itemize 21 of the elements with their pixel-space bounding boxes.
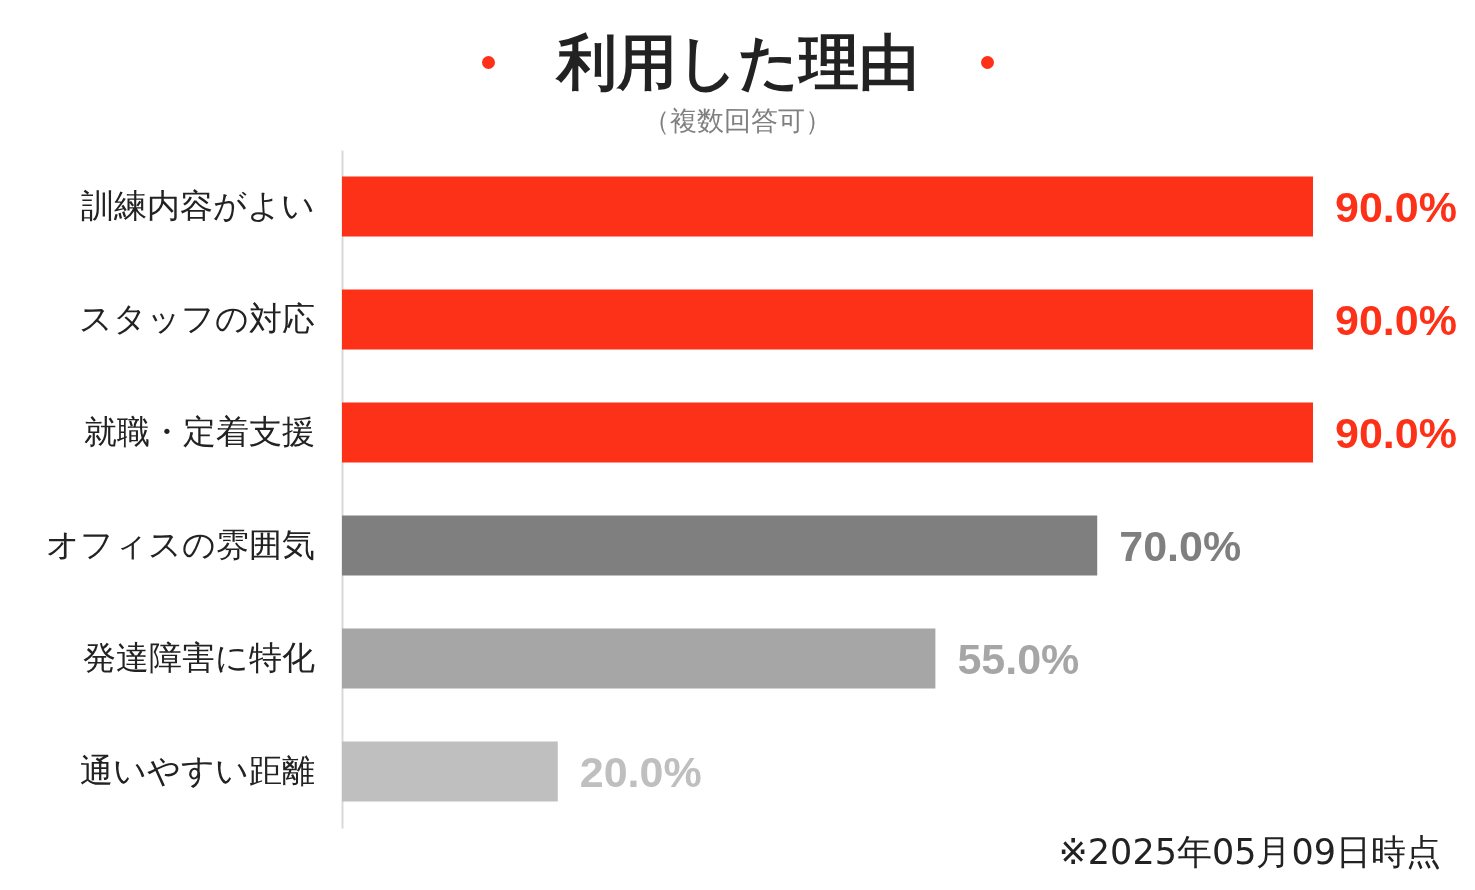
data-label: 20.0% xyxy=(579,747,702,796)
y-tick-label: 発達障害に特化 xyxy=(82,637,315,677)
bar xyxy=(342,402,1313,463)
bar xyxy=(342,515,1098,576)
y-tick-label: 通いやすい距離 xyxy=(79,750,315,790)
chart-title: 利用した理由 xyxy=(556,27,919,97)
bar xyxy=(342,176,1313,237)
y-tick-label: 訓練内容がよい xyxy=(80,185,315,225)
data-label: 55.0% xyxy=(957,634,1080,683)
bar xyxy=(342,741,558,802)
y-tick-label: スタッフの対応 xyxy=(78,298,315,338)
data-label: 90.0% xyxy=(1335,182,1457,231)
chart-subtitle: （複数回答可） xyxy=(643,104,832,138)
data-label: 70.0% xyxy=(1119,521,1242,570)
data-label: 90.0% xyxy=(1335,295,1457,344)
text: ※2025年05月09日時点 xyxy=(1058,831,1441,873)
bar xyxy=(342,628,936,689)
bar xyxy=(342,289,1313,350)
y-tick-label: 就職・定着支援 xyxy=(83,411,315,451)
y-tick-label: オフィスの雰囲気 xyxy=(45,524,315,564)
data-label: 90.0% xyxy=(1335,408,1457,457)
